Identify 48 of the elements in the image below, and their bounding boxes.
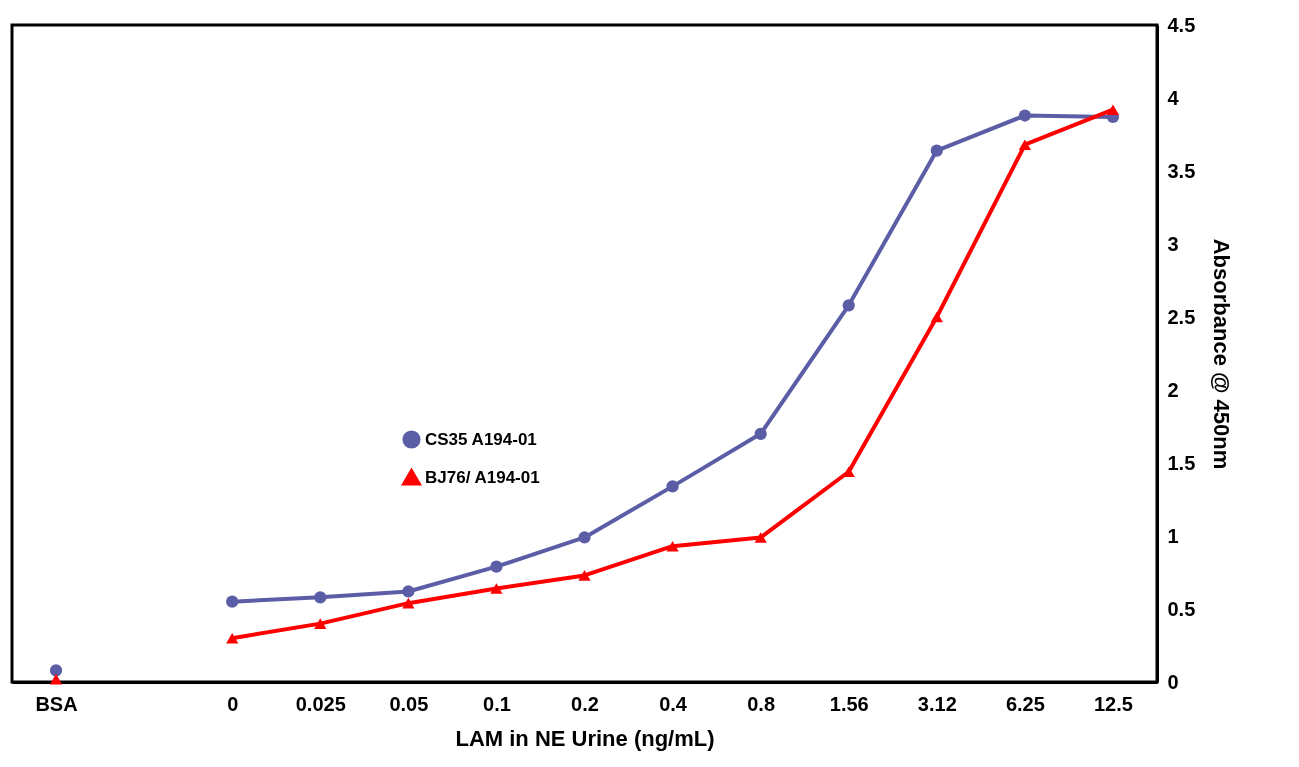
x-tick-label: 12.5 (1093, 692, 1133, 715)
point (1018, 109, 1032, 122)
x-tick-label: 0.025 (295, 692, 346, 715)
point (1018, 139, 1032, 151)
point (666, 540, 679, 552)
y-tick-label: 2.5 (1167, 305, 1196, 328)
point (314, 618, 327, 629)
y-tick-label: 1.5 (1167, 451, 1196, 474)
y-tick-label: 3.5 (1167, 159, 1196, 182)
legend-label: BJ76/ A194-01 (425, 467, 540, 487)
x-tick-label: 6.25 (1005, 692, 1045, 715)
point (842, 299, 855, 312)
y-tick-label: 2 (1167, 378, 1179, 401)
point (578, 531, 591, 544)
y-tick-label: 3 (1167, 232, 1179, 255)
legend-label: CS35 A194-01 (425, 429, 537, 449)
point (930, 311, 943, 323)
x-tick-label: 0.1 (483, 692, 511, 715)
x-tick-label: 1.56 (829, 692, 869, 715)
x-tick-label: BSA (35, 692, 78, 715)
point (49, 673, 63, 685)
point (402, 585, 415, 598)
y-tick-label: 4 (1167, 86, 1180, 109)
point (226, 595, 239, 608)
x-tick-label: 0.05 (389, 692, 429, 715)
x-tick-label: 0.4 (659, 692, 688, 715)
point (402, 597, 415, 609)
point (578, 570, 591, 581)
point (754, 532, 767, 543)
x-tick-label: 3.12 (917, 692, 957, 715)
point (226, 632, 239, 644)
point (490, 583, 503, 594)
y-tick-label: 0.5 (1167, 597, 1196, 620)
y-axis-title: Absorbance @ 450nm (1209, 238, 1235, 470)
point (666, 480, 679, 493)
y-tick-label: 1 (1167, 524, 1179, 547)
point (754, 427, 767, 440)
y-tick-label: 0 (1167, 670, 1179, 693)
point (314, 591, 327, 604)
y-tick-label: 4.5 (1167, 13, 1196, 36)
point (49, 664, 63, 677)
x-tick-label: 0 (227, 692, 239, 715)
x-tick-label: 0.8 (747, 692, 776, 715)
x-axis-title: LAM in NE Urine (ng/mL) (455, 725, 715, 751)
point (930, 144, 943, 157)
point (1106, 104, 1120, 115)
x-tick-label: 0.2 (571, 692, 599, 715)
point (490, 560, 503, 573)
